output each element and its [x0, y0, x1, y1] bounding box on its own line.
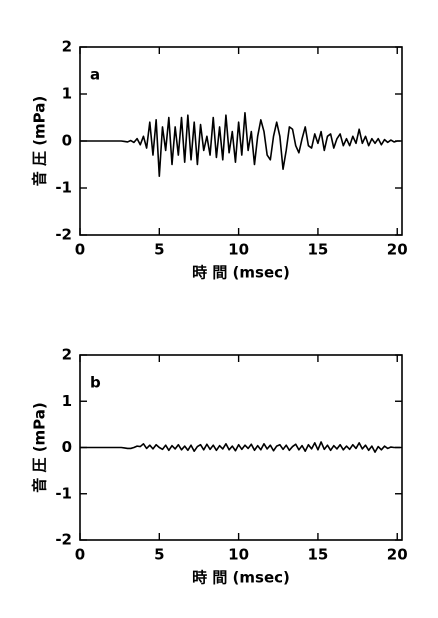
panel-label: a [90, 66, 100, 84]
y-axis-label: 音 圧 (mPa) [31, 402, 49, 493]
y-tick-label: -2 [55, 226, 72, 244]
x-tick-label: 5 [154, 241, 164, 259]
x-axis-label: 時 間 (msec) [192, 264, 290, 282]
waveform [80, 112, 401, 178]
x-tick-label: 20 [387, 546, 408, 564]
x-tick-label: 15 [307, 546, 328, 564]
x-axis-label: 時 間 (msec) [192, 569, 290, 587]
x-tick-label: 15 [307, 241, 328, 259]
y-tick-label: 1 [62, 85, 72, 103]
y-tick-label: -1 [55, 484, 72, 502]
y-tick-label: 0 [62, 438, 72, 456]
y-axis-label: 音 圧 (mPa) [31, 96, 49, 187]
y-tick-label: -2 [55, 531, 72, 549]
y-tick-label: 2 [62, 38, 72, 56]
x-tick-label: 10 [228, 241, 249, 259]
y-tick-label: 2 [62, 346, 72, 364]
x-tick-label: 0 [75, 241, 85, 259]
x-tick-label: 20 [387, 241, 408, 259]
waveform [80, 441, 401, 453]
x-tick-label: 5 [154, 546, 164, 564]
panel-label: b [90, 374, 101, 392]
y-tick-label: -1 [55, 179, 72, 197]
y-tick-label: 0 [62, 132, 72, 150]
x-tick-label: 10 [228, 546, 249, 564]
y-tick-label: 1 [62, 392, 72, 410]
x-tick-label: 0 [75, 546, 85, 564]
